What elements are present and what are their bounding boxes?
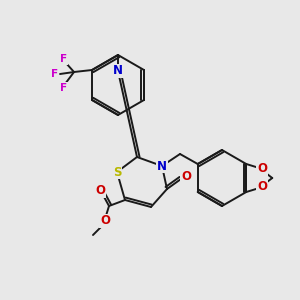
Text: O: O	[257, 163, 267, 176]
Text: S: S	[113, 166, 121, 178]
Text: O: O	[257, 181, 267, 194]
Text: O: O	[100, 214, 110, 227]
Text: F: F	[52, 69, 58, 79]
Text: O: O	[181, 169, 191, 182]
Text: N: N	[157, 160, 167, 172]
Text: N: N	[113, 64, 123, 77]
Text: F: F	[61, 83, 68, 93]
Text: O: O	[95, 184, 105, 197]
Text: F: F	[61, 54, 68, 64]
